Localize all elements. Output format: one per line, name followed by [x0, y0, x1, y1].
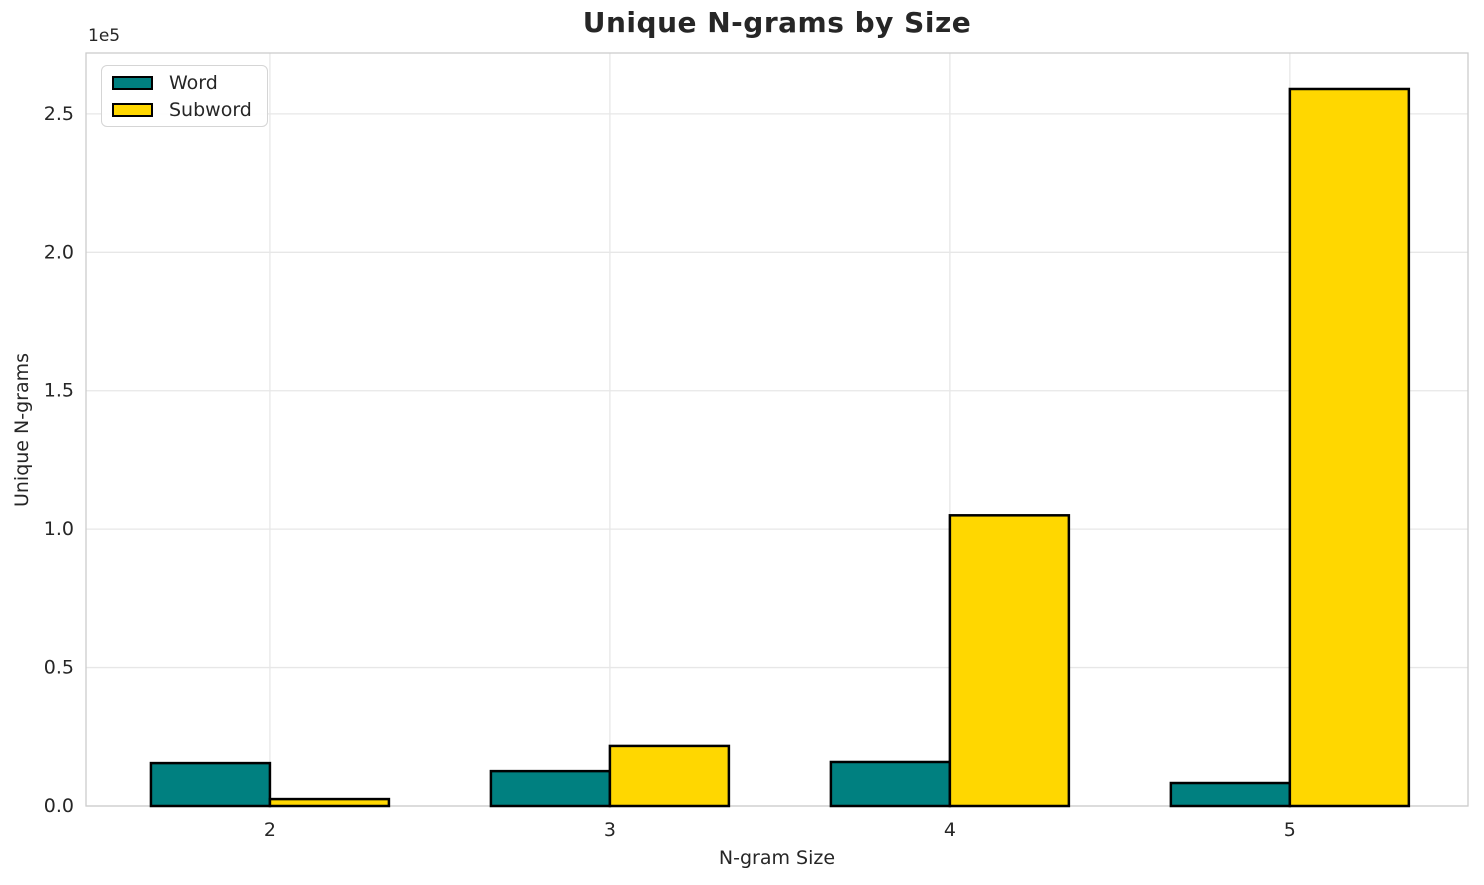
bar-subword-2: [268, 797, 391, 808]
y-tick-label: 0.0: [44, 795, 74, 817]
legend-label-word: Word: [169, 71, 218, 94]
bar-word-2: [149, 761, 272, 808]
y-tick-label: 2.0: [44, 241, 74, 263]
x-axis-label: N-gram Size: [718, 847, 836, 869]
bar-subword-3: [608, 744, 731, 808]
y-tick-label: 1.0: [44, 518, 74, 540]
y-tick-label: 0.5: [44, 657, 74, 679]
legend-label-subword: Subword: [169, 98, 252, 121]
legend-item-word: Word: [112, 72, 267, 94]
x-tick-label: 2: [264, 819, 276, 841]
subword-series-swatch: [112, 102, 153, 117]
chart-title: Unique N-grams by Size: [582, 6, 972, 39]
word-series-swatch: [112, 75, 153, 90]
x-tick-label: 3: [604, 819, 616, 841]
y-axis-label: Unique N-grams: [11, 352, 33, 508]
bar-word-3: [489, 769, 612, 808]
x-tick-label: 5: [1284, 819, 1296, 841]
x-tick-label: 4: [944, 819, 956, 841]
legend-item-subword: Subword: [112, 99, 267, 121]
bar-subword-5: [1288, 87, 1411, 808]
y-tick-label: 2.5: [44, 103, 74, 125]
bar-word-4: [829, 760, 952, 808]
bar-word-5: [1169, 781, 1292, 808]
legend: Word Subword: [101, 65, 268, 127]
axes-spines: [85, 52, 1469, 807]
y-tick-label: 1.5: [44, 380, 74, 402]
y-axis-offset-label: 1e5: [88, 26, 121, 46]
bar-subword-4: [948, 514, 1071, 808]
